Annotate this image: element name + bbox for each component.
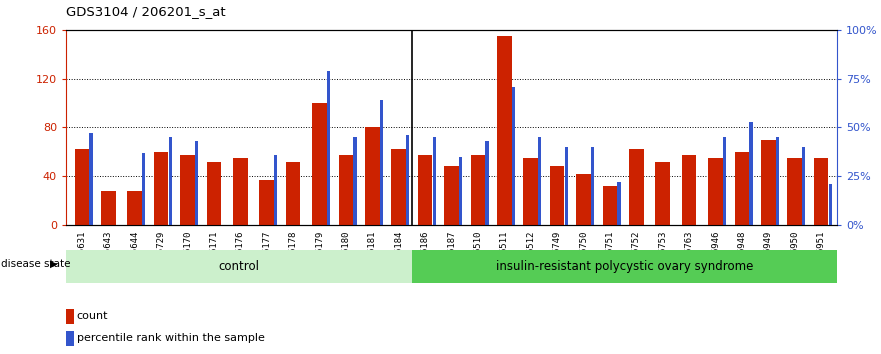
Bar — [550, 166, 565, 225]
Bar — [195, 141, 198, 225]
Bar — [406, 135, 410, 225]
Text: GDS3104 / 206201_s_at: GDS3104 / 206201_s_at — [66, 5, 226, 18]
Bar — [618, 182, 620, 225]
Bar — [497, 36, 512, 225]
Bar — [523, 158, 538, 225]
Text: count: count — [77, 312, 108, 321]
Bar — [338, 155, 353, 225]
Bar — [66, 309, 74, 324]
Bar — [142, 153, 145, 225]
Bar — [444, 166, 459, 225]
Bar — [327, 71, 330, 225]
Bar — [66, 250, 412, 282]
Bar — [274, 155, 278, 225]
Text: ▶: ▶ — [49, 259, 57, 269]
Bar — [66, 331, 74, 346]
Bar — [154, 152, 168, 225]
Bar — [412, 250, 837, 282]
Bar — [380, 100, 383, 225]
Bar — [576, 174, 591, 225]
Bar — [433, 137, 436, 225]
Text: insulin-resistant polycystic ovary syndrome: insulin-resistant polycystic ovary syndr… — [496, 260, 753, 273]
Bar — [459, 156, 463, 225]
Bar — [750, 121, 752, 225]
Bar — [391, 149, 406, 225]
Bar — [418, 155, 433, 225]
Bar — [655, 161, 670, 225]
Bar — [788, 158, 802, 225]
Bar — [101, 191, 115, 225]
Bar — [470, 155, 485, 225]
Bar — [735, 152, 749, 225]
Bar — [168, 137, 172, 225]
Bar — [803, 147, 805, 225]
Bar — [776, 137, 779, 225]
Bar — [233, 158, 248, 225]
Bar — [181, 155, 195, 225]
Bar — [365, 127, 380, 225]
Text: percentile rank within the sample: percentile rank within the sample — [77, 333, 265, 343]
Bar — [207, 161, 221, 225]
Bar — [591, 147, 594, 225]
Bar — [128, 191, 142, 225]
Bar — [723, 137, 726, 225]
Bar — [629, 149, 644, 225]
Bar — [565, 147, 567, 225]
Bar — [761, 139, 775, 225]
Bar — [512, 86, 515, 225]
Bar — [538, 137, 542, 225]
Bar — [485, 141, 489, 225]
Bar — [353, 137, 357, 225]
Bar — [75, 149, 89, 225]
Bar — [829, 184, 832, 225]
Bar — [814, 158, 828, 225]
Bar — [708, 158, 722, 225]
Bar — [603, 186, 618, 225]
Bar — [285, 161, 300, 225]
Bar — [259, 180, 274, 225]
Text: control: control — [218, 260, 260, 273]
Bar — [90, 133, 93, 225]
Text: disease state: disease state — [1, 259, 70, 269]
Bar — [312, 103, 327, 225]
Bar — [682, 155, 696, 225]
